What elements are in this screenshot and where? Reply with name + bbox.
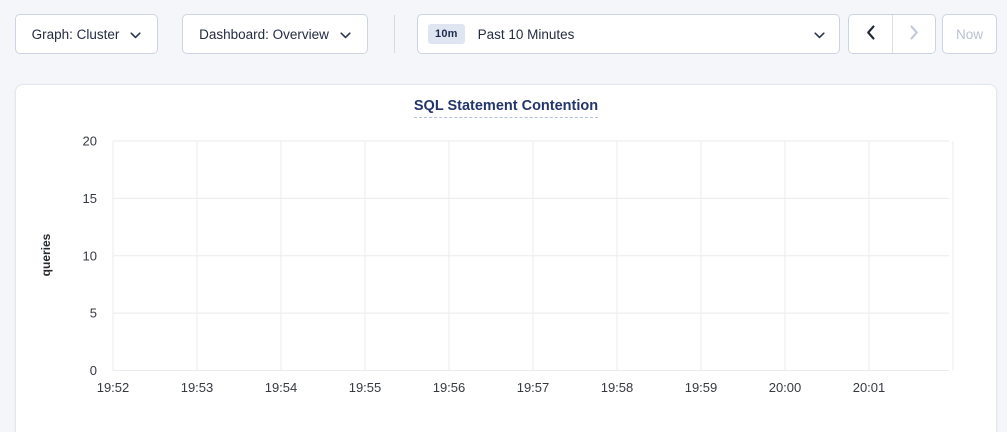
svg-text:19:59: 19:59 xyxy=(685,380,718,395)
now-button[interactable]: Now xyxy=(942,14,997,54)
chevron-right-icon xyxy=(909,25,919,43)
svg-text:19:57: 19:57 xyxy=(517,380,550,395)
svg-text:15: 15 xyxy=(83,191,97,206)
chart-canvas[interactable]: 0 5 10 15 20 19:52 19:53 19:54 19:55 19:56 19:57 19… xyxy=(16,85,996,431)
svg-text:19:56: 19:56 xyxy=(433,380,466,395)
dashboard-dropdown-label: Dashboard: Overview xyxy=(199,26,329,42)
svg-text:20: 20 xyxy=(83,134,97,149)
chart-title[interactable]: SQL Statement Contention xyxy=(413,98,599,118)
svg-text:5: 5 xyxy=(90,306,97,321)
svg-text:20:00: 20:00 xyxy=(769,380,802,395)
graph-dropdown[interactable]: Graph: Cluster xyxy=(15,14,158,54)
svg-text:19:54: 19:54 xyxy=(265,380,298,395)
svg-text:19:55: 19:55 xyxy=(349,380,382,395)
chevron-left-icon xyxy=(866,25,876,43)
chevron-down-icon xyxy=(130,27,141,42)
svg-text:queries: queries xyxy=(39,233,53,276)
time-range-badge: 10m xyxy=(428,24,465,44)
toolbar: Graph: Cluster Dashboard: Overview 10m P… xyxy=(15,14,997,54)
dashboard-dropdown[interactable]: Dashboard: Overview xyxy=(182,14,368,54)
chevron-down-icon xyxy=(814,27,825,42)
time-nav-group xyxy=(848,14,936,54)
prev-time-button[interactable] xyxy=(849,15,892,53)
svg-text:10: 10 xyxy=(83,248,97,263)
chart-title-row: SQL Statement Contention xyxy=(16,97,996,118)
toolbar-divider xyxy=(394,15,395,53)
svg-text:20:01: 20:01 xyxy=(853,380,886,395)
next-time-button[interactable] xyxy=(892,15,935,53)
chevron-down-icon xyxy=(340,27,351,42)
svg-text:19:53: 19:53 xyxy=(181,380,214,395)
svg-text:0: 0 xyxy=(90,363,97,378)
svg-text:19:58: 19:58 xyxy=(601,380,634,395)
time-range-label: Past 10 Minutes xyxy=(477,26,575,42)
graph-dropdown-label: Graph: Cluster xyxy=(31,26,120,42)
chart-card: SQL Statement Contention 0 5 10 15 20 19:52 19… xyxy=(15,84,997,432)
time-range-select[interactable]: 10m Past 10 Minutes xyxy=(417,14,840,54)
svg-text:19:52: 19:52 xyxy=(97,380,130,395)
